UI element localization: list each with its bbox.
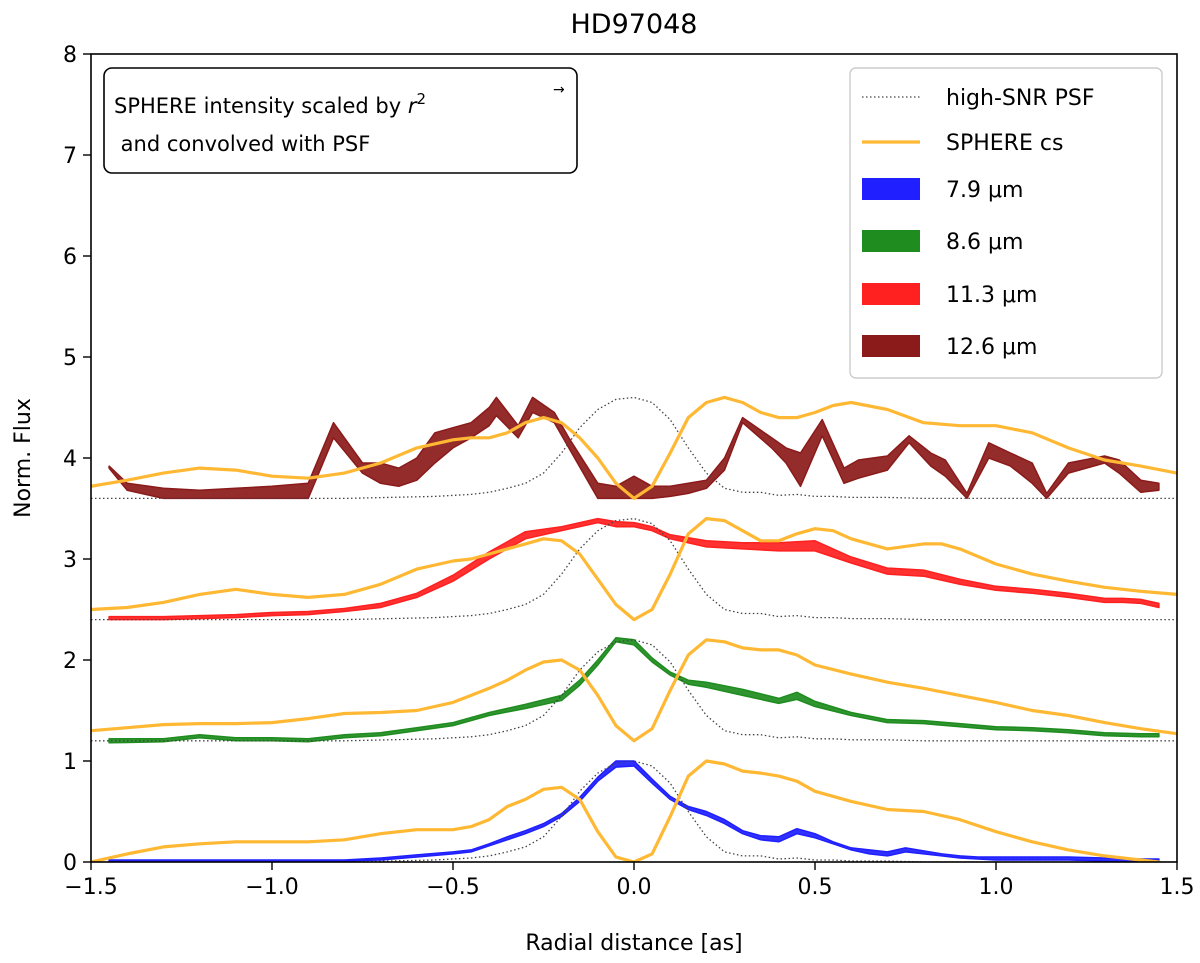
sphere-line-11-3-m <box>91 516 1177 622</box>
annotation-line-1: SPHERE intensity scaled by r2 <box>114 90 426 118</box>
annotation-line-1-text: SPHERE intensity scaled by <box>114 94 408 118</box>
sphere-line-12-6-m <box>91 395 1177 500</box>
legend-label-12-6-m: 12.6 μm <box>946 335 1037 360</box>
band-12-6-m <box>108 396 1160 500</box>
legend-label-7-9-m: 7.9 μm <box>946 178 1023 203</box>
legend-swatch-7-9-m <box>862 178 920 200</box>
y-axis-ticks: 0 1 2 3 4 5 6 7 8 <box>63 43 91 876</box>
x-tick-label: 1.5 <box>1160 875 1195 900</box>
data-bands <box>108 396 1160 862</box>
x-axis-label: Radial distance [as] <box>525 931 742 956</box>
y-axis-label: Norm. Flux <box>11 398 36 518</box>
y-tick-label: 1 <box>63 750 77 775</box>
y-tick-label: 4 <box>63 447 77 472</box>
chart-title: HD97048 <box>571 9 698 40</box>
sphere-line-8-6-m <box>91 638 1177 743</box>
legend: high-SNR PSF SPHERE cs 7.9 μm 8.6 μm 11.3 μm… <box>849 67 1163 379</box>
sphere-lines <box>91 395 1177 862</box>
y-tick-label: 6 <box>63 245 77 270</box>
y-tick-label: 8 <box>63 43 77 68</box>
plot-area <box>91 395 1177 862</box>
x-tick-label: −0.5 <box>426 875 479 900</box>
y-tick-label: 5 <box>63 346 77 371</box>
legend-label-8-6-m: 8.6 μm <box>946 230 1023 255</box>
y-tick-label: 0 <box>63 851 77 876</box>
x-axis-ticks: −1.5 −1.0 −0.5 0.0 0.5 1.0 1.5 <box>64 862 1195 900</box>
legend-label-11-3-m: 11.3 μm <box>946 283 1037 308</box>
annotation-r-symbol: r <box>408 94 418 118</box>
sphere-line-7-9-m <box>91 759 1161 862</box>
legend-label-high-snr-psf: high-SNR PSF <box>946 86 1095 111</box>
legend-label-sphere-cs: SPHERE cs <box>946 131 1063 156</box>
band-7-9-m <box>108 760 1160 862</box>
x-tick-label: 1.0 <box>979 875 1014 900</box>
y-tick-label: 3 <box>63 548 77 573</box>
band-8-6-m <box>108 637 1160 744</box>
x-tick-label: −1.0 <box>245 875 298 900</box>
x-tick-label: 0.5 <box>798 875 833 900</box>
y-tick-label: 7 <box>63 144 77 169</box>
x-tick-label: 0.0 <box>617 875 652 900</box>
annotation-arrow: → <box>553 82 565 98</box>
legend-swatch-12-6-m <box>862 335 920 357</box>
legend-swatch-11-3-m <box>862 283 920 305</box>
y-tick-label: 2 <box>63 649 77 674</box>
x-tick-label: −1.5 <box>64 875 117 900</box>
annotation-box: SPHERE intensity scaled by r2 → and conv… <box>103 67 578 174</box>
band-11-3-m <box>108 517 1160 621</box>
legend-swatch-8-6-m <box>862 230 920 252</box>
annotation-exponent: 2 <box>417 90 427 108</box>
annotation-line-2: and convolved with PSF <box>114 132 370 156</box>
